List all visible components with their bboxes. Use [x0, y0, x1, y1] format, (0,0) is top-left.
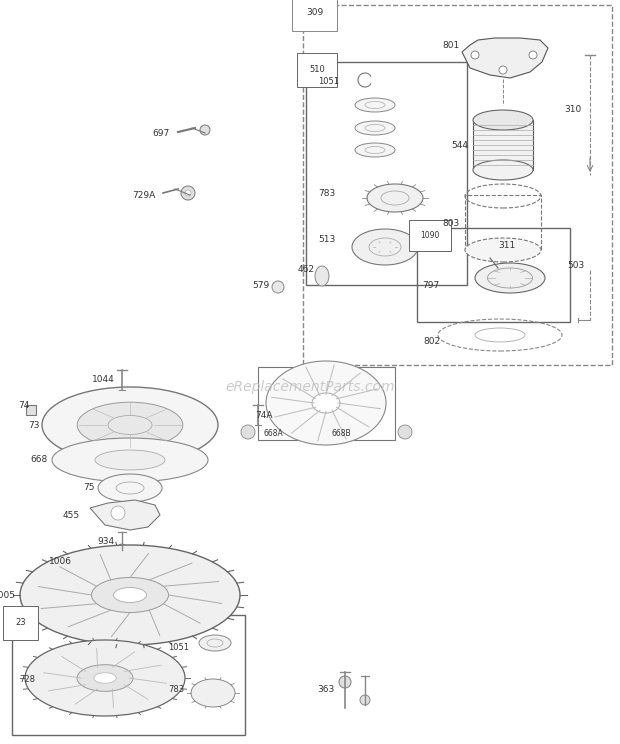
Ellipse shape: [98, 474, 162, 502]
Ellipse shape: [315, 266, 329, 286]
Text: 697: 697: [153, 129, 170, 138]
Ellipse shape: [475, 263, 545, 293]
Text: 73: 73: [29, 420, 40, 429]
Ellipse shape: [94, 673, 116, 683]
Text: 544: 544: [451, 141, 468, 150]
Text: 1051: 1051: [318, 77, 339, 86]
Bar: [306, 62, 467, 285]
Text: 363: 363: [317, 685, 335, 694]
Text: 934: 934: [98, 537, 115, 547]
Ellipse shape: [75, 546, 185, 578]
Ellipse shape: [191, 679, 235, 707]
Text: 783: 783: [168, 685, 184, 694]
Text: 803: 803: [443, 219, 460, 228]
Text: 729A: 729A: [131, 190, 155, 199]
Bar: [473, 120, 533, 170]
Ellipse shape: [312, 393, 340, 413]
Text: 1006: 1006: [49, 557, 72, 566]
Text: 309: 309: [306, 8, 323, 17]
Ellipse shape: [78, 403, 183, 448]
Text: 802: 802: [423, 338, 440, 347]
Ellipse shape: [77, 664, 133, 691]
Text: 668B: 668B: [331, 429, 351, 438]
Ellipse shape: [355, 121, 395, 135]
Polygon shape: [90, 500, 160, 530]
Text: 1051: 1051: [168, 644, 189, 652]
Ellipse shape: [355, 143, 395, 157]
Ellipse shape: [52, 438, 208, 482]
Text: 74A: 74A: [255, 411, 273, 420]
Text: 503: 503: [568, 260, 585, 269]
Circle shape: [398, 425, 412, 439]
Ellipse shape: [199, 635, 231, 651]
Ellipse shape: [92, 577, 169, 612]
Text: 513: 513: [318, 236, 335, 245]
Polygon shape: [462, 38, 548, 78]
Bar: [465, 195, 541, 250]
Text: 797: 797: [422, 280, 439, 289]
Text: eReplacementParts.com: eReplacementParts.com: [225, 380, 395, 394]
Circle shape: [499, 66, 507, 74]
Text: 510: 510: [309, 65, 325, 74]
Circle shape: [181, 186, 195, 200]
Ellipse shape: [355, 98, 395, 112]
Circle shape: [529, 51, 537, 59]
Ellipse shape: [20, 545, 240, 645]
Circle shape: [339, 676, 351, 688]
Text: 668: 668: [31, 455, 48, 464]
Circle shape: [118, 544, 126, 552]
Circle shape: [111, 506, 125, 520]
Bar: [303, 5, 612, 365]
Ellipse shape: [95, 450, 165, 470]
Text: 1090: 1090: [420, 231, 440, 240]
Text: 579: 579: [253, 280, 270, 289]
Ellipse shape: [266, 361, 386, 445]
Text: 311: 311: [498, 240, 515, 249]
Ellipse shape: [352, 229, 418, 265]
Ellipse shape: [113, 588, 146, 603]
Text: 783: 783: [318, 188, 335, 197]
Text: 75: 75: [84, 484, 95, 493]
Text: 310: 310: [565, 106, 582, 115]
Text: 1005: 1005: [0, 591, 16, 600]
Text: 462: 462: [298, 266, 315, 275]
Ellipse shape: [473, 110, 533, 130]
Circle shape: [185, 190, 191, 196]
Text: 801: 801: [443, 40, 460, 50]
Bar: [258, 367, 395, 440]
Text: 1044: 1044: [92, 376, 115, 385]
Circle shape: [360, 695, 370, 705]
Bar: [26, 405, 36, 415]
Text: 23: 23: [15, 618, 25, 627]
Text: 668A: 668A: [263, 429, 283, 438]
Ellipse shape: [367, 184, 423, 212]
Text: 455: 455: [63, 510, 80, 519]
Text: 728: 728: [19, 676, 35, 684]
Bar: [12, 615, 245, 735]
Ellipse shape: [465, 238, 541, 262]
Circle shape: [471, 51, 479, 59]
Circle shape: [241, 425, 255, 439]
Circle shape: [272, 281, 284, 293]
Circle shape: [200, 125, 210, 135]
Ellipse shape: [473, 160, 533, 180]
Bar: [417, 228, 570, 322]
Ellipse shape: [42, 387, 218, 463]
Text: 74: 74: [18, 400, 29, 409]
Ellipse shape: [25, 640, 185, 716]
